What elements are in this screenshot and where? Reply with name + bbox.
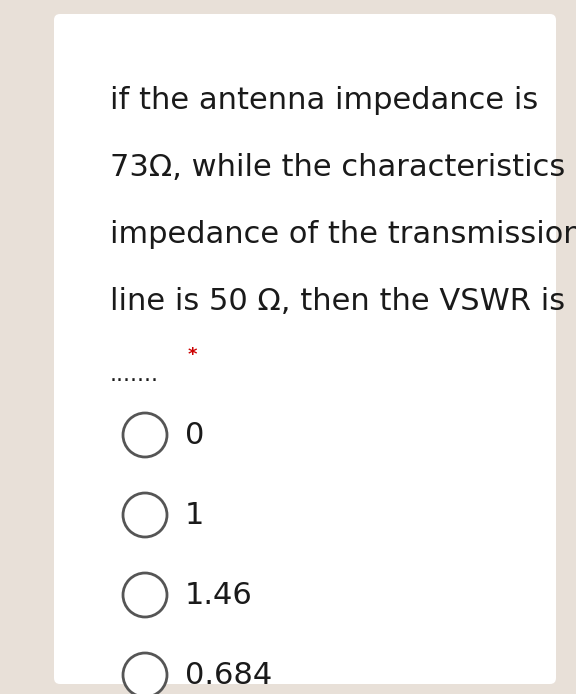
Text: if the antenna impedance is: if the antenna impedance is — [110, 85, 538, 115]
Text: .......: ....... — [110, 365, 159, 385]
Circle shape — [123, 573, 167, 617]
FancyBboxPatch shape — [54, 14, 556, 684]
Circle shape — [123, 493, 167, 537]
Text: *: * — [188, 346, 198, 364]
Text: 1: 1 — [185, 500, 204, 530]
Circle shape — [123, 413, 167, 457]
Text: 73Ω, while the characteristics: 73Ω, while the characteristics — [110, 153, 565, 182]
Circle shape — [123, 653, 167, 694]
Text: line is 50 Ω, then the VSWR is: line is 50 Ω, then the VSWR is — [110, 287, 565, 316]
Text: impedance of the transmission: impedance of the transmission — [110, 219, 576, 248]
Text: 1.46: 1.46 — [185, 580, 253, 609]
Text: 0.684: 0.684 — [185, 661, 272, 690]
Text: 0: 0 — [185, 421, 204, 450]
